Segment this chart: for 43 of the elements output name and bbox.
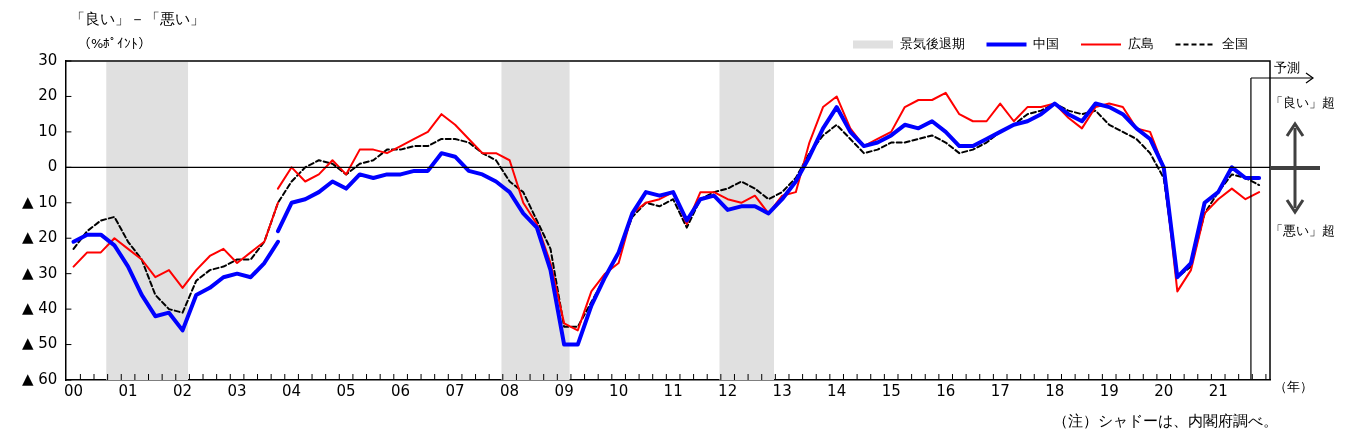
x-tick-label: 09 (554, 381, 574, 400)
y-tick-label: ▲ 20 (22, 228, 58, 247)
x-tick-label: 12 (718, 381, 738, 400)
annotation: 「良い」超 (1270, 94, 1335, 112)
legend-label: 中国 (1033, 35, 1059, 51)
y-tick-label: ▲ 60 (22, 369, 58, 388)
x-tick-label: 13 (772, 381, 792, 400)
legend-label: 景気後退期 (899, 35, 965, 51)
x-tick-label: 07 (445, 381, 465, 400)
legend-label: 全国 (1222, 35, 1248, 51)
x-tick-label: 15 (881, 381, 901, 400)
chart-title: 「良い」－「悪い」 (70, 10, 205, 29)
x-tick-label: 04 (282, 381, 302, 400)
x-tick-label: 18 (1045, 381, 1065, 400)
x-tick-label: 21 (1208, 381, 1228, 400)
x-tick-label: 11 (663, 381, 683, 400)
x-tick-label: 14 (827, 381, 847, 400)
x-tick-label: 19 (1099, 381, 1119, 400)
y-tick-label: 10 (38, 121, 58, 140)
y-tick-label: 30 (38, 50, 58, 69)
x-tick-label: 08 (500, 381, 520, 400)
x-tick-label: 05 (336, 381, 356, 400)
x-tick-label: 16 (936, 381, 956, 400)
y-axis-title: （%ﾎﾟｲﾝﾄ） (78, 36, 152, 51)
y-tick-label: ▲ 30 (22, 263, 58, 282)
annotation: 「悪い」超 (1270, 222, 1335, 240)
x-tick-label: 20 (1154, 381, 1174, 400)
y-tick-label: 20 (38, 86, 58, 105)
x-tick-label: 01 (118, 381, 138, 400)
y-tick-label: ▲ 40 (22, 299, 58, 317)
y-tick-label: 0 (47, 157, 58, 176)
x-tick-label: 02 (173, 381, 193, 400)
text: （注）シャドーは、内閣府調べ。 (1053, 412, 1278, 431)
y-tick-label: ▲ 10 (22, 192, 58, 211)
legend-label: 広島 (1127, 35, 1154, 51)
x-tick-label: 10 (609, 381, 629, 400)
x-axis-title: （年） (1274, 378, 1313, 396)
ref-line-label: 予測 (1273, 59, 1300, 75)
x-tick-label: 06 (391, 381, 411, 400)
x-tick-label: 00 (64, 381, 84, 400)
x-tick-label: 03 (227, 381, 247, 400)
x-tick-label: 17 (990, 381, 1010, 400)
y-tick-label: ▲ 50 (22, 334, 58, 353)
